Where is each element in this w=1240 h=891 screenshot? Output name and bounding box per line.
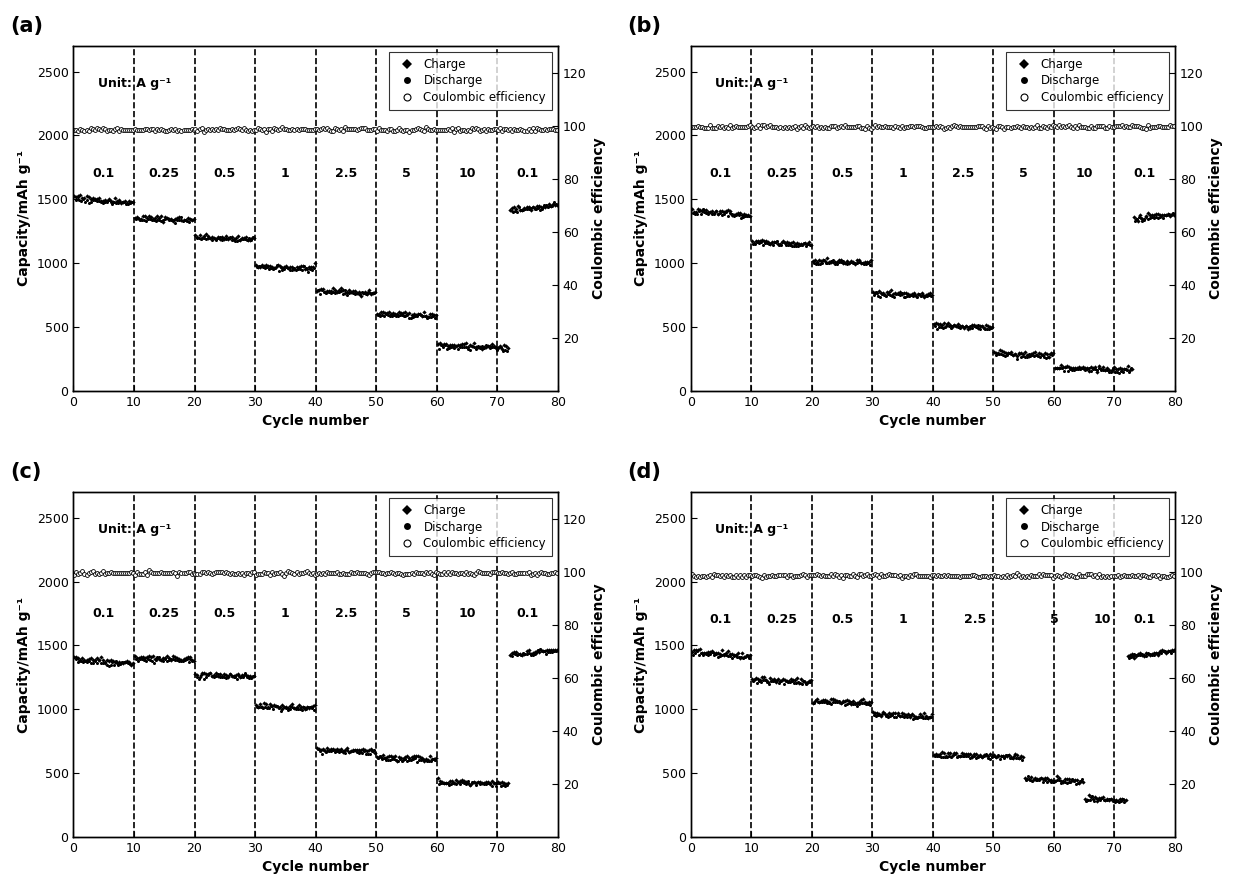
- Text: 0.25: 0.25: [766, 168, 797, 180]
- Text: 2.5: 2.5: [952, 168, 975, 180]
- Text: Unit: A g⁻¹: Unit: A g⁻¹: [98, 77, 171, 90]
- Text: 10: 10: [1075, 168, 1092, 180]
- Text: 5: 5: [1049, 613, 1058, 626]
- Y-axis label: Capacity/mAh g⁻¹: Capacity/mAh g⁻¹: [635, 151, 649, 286]
- Text: 0.25: 0.25: [766, 613, 797, 626]
- Text: 0.25: 0.25: [149, 168, 180, 180]
- X-axis label: Cycle number: Cycle number: [879, 861, 986, 874]
- Text: 1: 1: [898, 613, 906, 626]
- Text: Unit: A g⁻¹: Unit: A g⁻¹: [98, 523, 171, 536]
- Text: 5: 5: [402, 168, 410, 180]
- Text: 5: 5: [1019, 168, 1028, 180]
- Text: (c): (c): [10, 462, 42, 482]
- Text: 0.1: 0.1: [1133, 613, 1156, 626]
- Y-axis label: Coulombic efficiency: Coulombic efficiency: [1209, 137, 1224, 299]
- X-axis label: Cycle number: Cycle number: [262, 414, 370, 429]
- X-axis label: Cycle number: Cycle number: [262, 861, 370, 874]
- Text: (d): (d): [627, 462, 662, 482]
- Text: Unit: A g⁻¹: Unit: A g⁻¹: [715, 523, 789, 536]
- Text: Unit: A g⁻¹: Unit: A g⁻¹: [715, 77, 789, 90]
- Text: 5: 5: [402, 607, 410, 620]
- Text: (a): (a): [10, 16, 43, 36]
- Text: 10: 10: [459, 607, 476, 620]
- Text: 10: 10: [459, 168, 476, 180]
- Text: 1: 1: [281, 607, 290, 620]
- Text: 0.5: 0.5: [831, 168, 853, 180]
- Legend: Charge, Discharge, Coulombic efficiency: Charge, Discharge, Coulombic efficiency: [1007, 52, 1169, 110]
- Text: 0.5: 0.5: [831, 613, 853, 626]
- Y-axis label: Capacity/mAh g⁻¹: Capacity/mAh g⁻¹: [17, 151, 31, 286]
- Text: 2.5: 2.5: [335, 168, 357, 180]
- Y-axis label: Capacity/mAh g⁻¹: Capacity/mAh g⁻¹: [635, 597, 649, 732]
- Y-axis label: Coulombic efficiency: Coulombic efficiency: [593, 137, 606, 299]
- Legend: Charge, Discharge, Coulombic efficiency: Charge, Discharge, Coulombic efficiency: [1007, 498, 1169, 556]
- Legend: Charge, Discharge, Coulombic efficiency: Charge, Discharge, Coulombic efficiency: [389, 498, 552, 556]
- Y-axis label: Coulombic efficiency: Coulombic efficiency: [1209, 584, 1224, 746]
- Text: 0.1: 0.1: [709, 168, 732, 180]
- Text: 2.5: 2.5: [965, 613, 986, 626]
- Text: 0.1: 0.1: [709, 613, 732, 626]
- Text: 0.5: 0.5: [213, 168, 236, 180]
- Text: 0.1: 0.1: [93, 607, 115, 620]
- Text: 0.5: 0.5: [213, 607, 236, 620]
- Text: 0.25: 0.25: [149, 607, 180, 620]
- X-axis label: Cycle number: Cycle number: [879, 414, 986, 429]
- Text: 0.1: 0.1: [93, 168, 115, 180]
- Text: 1: 1: [281, 168, 290, 180]
- Y-axis label: Capacity/mAh g⁻¹: Capacity/mAh g⁻¹: [17, 597, 31, 732]
- Text: 2.5: 2.5: [335, 607, 357, 620]
- Text: 10: 10: [1094, 613, 1111, 626]
- Legend: Charge, Discharge, Coulombic efficiency: Charge, Discharge, Coulombic efficiency: [389, 52, 552, 110]
- Text: 0.1: 0.1: [516, 607, 538, 620]
- Text: 0.1: 0.1: [1133, 168, 1156, 180]
- Text: 1: 1: [898, 168, 906, 180]
- Text: (b): (b): [627, 16, 662, 36]
- Text: 0.1: 0.1: [516, 168, 538, 180]
- Y-axis label: Coulombic efficiency: Coulombic efficiency: [593, 584, 606, 746]
